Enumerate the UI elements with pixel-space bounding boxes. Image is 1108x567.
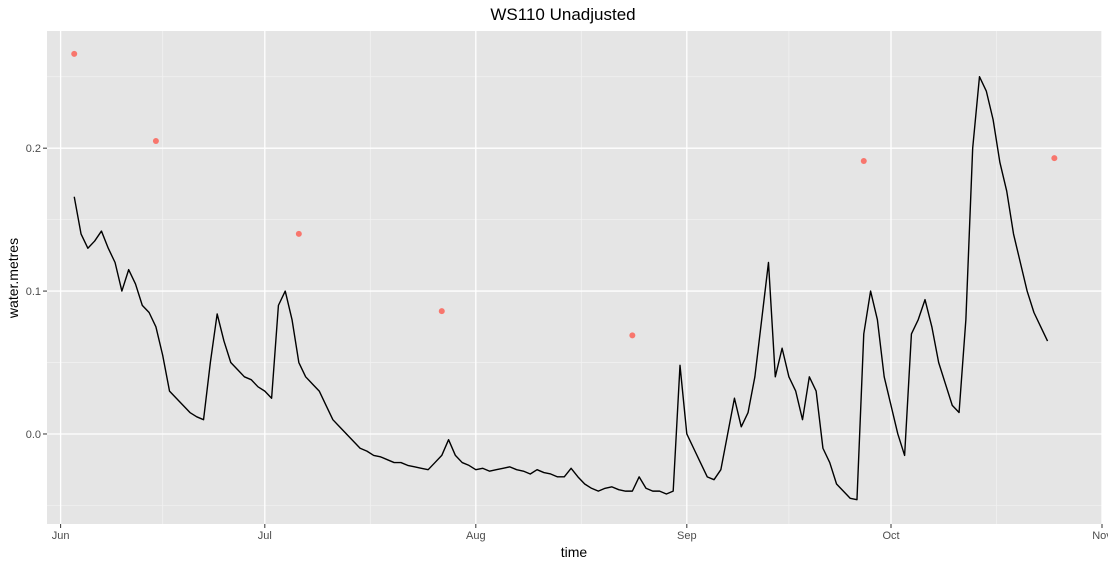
data-point-manual-reading <box>438 308 445 315</box>
x-axis: Jun Jul Aug Sep Oct Nov <box>52 524 1108 542</box>
data-point-manual-reading <box>71 50 78 57</box>
y-tick-label: 0.2 <box>26 143 41 155</box>
y-tick-label: 0.0 <box>26 429 41 441</box>
x-tick-label: Aug <box>466 530 486 542</box>
x-axis-title: time <box>561 544 588 560</box>
data-point-manual-reading <box>152 138 159 145</box>
y-axis-title: water.metres <box>5 238 21 319</box>
x-tick-label: Nov <box>1092 530 1108 542</box>
series-layer <box>71 50 1058 501</box>
chart-title: WS110 Unadjusted <box>490 5 635 24</box>
data-point-manual-reading <box>860 158 867 165</box>
x-tick-label: Sep <box>677 530 697 542</box>
y-tick-label: 0.1 <box>26 286 41 298</box>
x-tick-label: Oct <box>882 530 899 542</box>
x-tick-label: Jun <box>52 530 70 542</box>
grid-lines <box>47 31 1103 524</box>
plot-panel <box>47 31 1102 524</box>
y-axis: 0.0 0.1 0.2 <box>26 143 47 441</box>
data-point-manual-reading <box>629 332 636 339</box>
x-tick-label: Jul <box>258 530 272 542</box>
data-point-manual-reading <box>295 230 302 237</box>
data-point-manual-reading <box>1051 155 1058 162</box>
series-line-water-level <box>73 76 1049 501</box>
